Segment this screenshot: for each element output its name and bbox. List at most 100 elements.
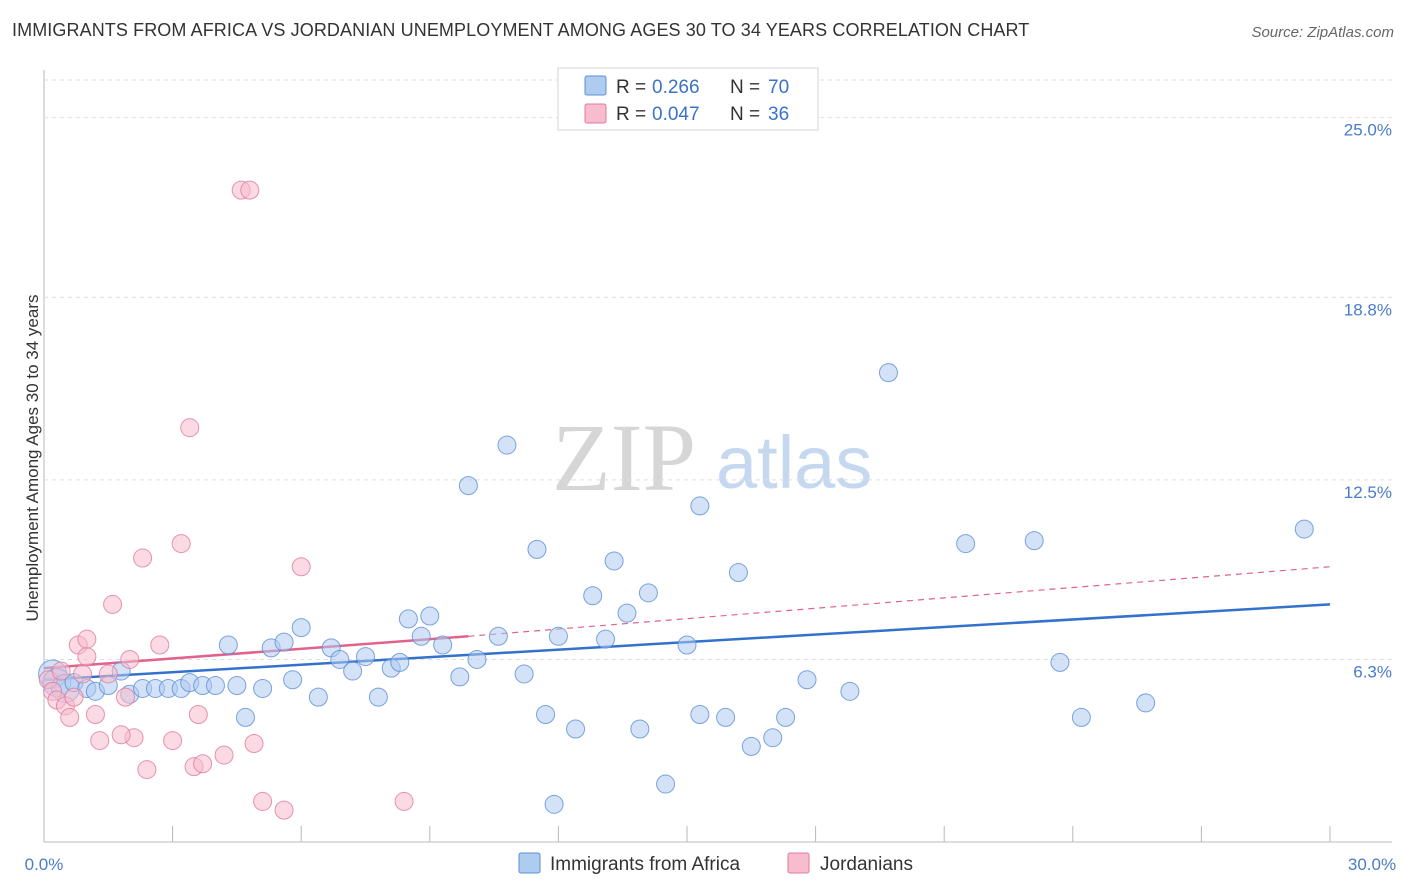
point-africa — [253, 678, 273, 698]
point-africa — [1024, 531, 1044, 551]
bottom-legend: Immigrants from Africa Jordanians — [518, 852, 913, 875]
point-africa — [728, 563, 748, 583]
point-jordanians — [115, 687, 135, 707]
point-africa — [716, 707, 736, 727]
point-jordanians — [214, 745, 234, 765]
point-jordanians — [77, 647, 97, 667]
point-africa — [205, 676, 225, 696]
point-jordanians — [85, 705, 105, 725]
point-africa — [690, 496, 710, 516]
x-tick-label-min: 0.0% — [25, 855, 64, 874]
point-jordanians — [64, 687, 84, 707]
watermark-atlas: atlas — [716, 421, 872, 504]
bottom-legend-label-africa: Immigrants from Africa — [550, 854, 740, 875]
point-africa — [840, 681, 860, 701]
point-jordanians — [394, 791, 414, 811]
point-africa — [566, 719, 586, 739]
point-africa — [656, 774, 676, 794]
point-jordanians — [150, 635, 170, 655]
point-jordanians — [193, 754, 213, 774]
bottom-legend-swatch-africa — [518, 852, 541, 874]
point-jordanians — [103, 594, 123, 614]
point-africa — [356, 647, 375, 667]
point-jordanians — [51, 661, 71, 681]
point-africa — [630, 719, 650, 739]
point-jordanians — [180, 418, 200, 438]
point-africa — [390, 652, 410, 672]
point-africa — [514, 664, 534, 684]
point-africa — [458, 476, 478, 496]
point-jordanians — [120, 649, 140, 669]
point-africa — [330, 649, 350, 669]
point-africa — [583, 586, 603, 606]
data-points — [38, 180, 1314, 820]
point-africa — [604, 551, 624, 571]
point-jordanians — [291, 557, 311, 577]
y-tick-label: 6.3% — [1353, 662, 1392, 681]
point-africa — [536, 705, 556, 725]
y-tick-labels: 6.3% 12.5% 18.8% 25.0% — [1344, 121, 1392, 682]
point-africa — [638, 583, 658, 603]
point-jordanians — [111, 725, 131, 745]
point-africa — [433, 635, 453, 655]
y-tick-label: 12.5% — [1344, 483, 1392, 502]
point-jordanians — [240, 180, 260, 200]
point-jordanians — [171, 534, 191, 554]
legend-swatch-jordanians — [584, 103, 607, 124]
point-africa — [467, 649, 487, 669]
point-africa — [1071, 707, 1091, 727]
point-africa — [596, 629, 616, 649]
grid — [44, 79, 1392, 660]
point-africa — [1294, 519, 1314, 539]
point-africa — [308, 687, 328, 707]
point-africa — [411, 626, 431, 646]
point-africa — [527, 539, 547, 559]
bottom-legend-label-jordanians: Jordanians — [820, 854, 913, 875]
point-jordanians — [60, 707, 80, 727]
point-africa — [450, 667, 470, 687]
watermark-zip: ZIP — [552, 404, 696, 511]
point-africa — [227, 676, 247, 696]
point-africa — [797, 670, 817, 690]
y-tick-label: 25.0% — [1344, 121, 1392, 140]
point-africa — [1136, 693, 1156, 713]
point-africa — [420, 606, 440, 626]
legend: R = 0.266 N = 70 R = 0.047 N = 36 — [557, 67, 819, 131]
point-jordanians — [90, 731, 110, 751]
point-africa — [274, 632, 294, 652]
legend-r-label-africa: R = — [616, 77, 646, 98]
point-africa — [741, 736, 761, 756]
trend-line-jordanians — [43, 635, 469, 670]
point-africa — [218, 635, 238, 655]
y-tick-label: 18.8% — [1344, 300, 1392, 319]
point-africa — [235, 707, 255, 727]
watermark: ZIP atlas — [552, 404, 872, 511]
y-axis-label: Unemployment Among Ages 30 to 34 years — [23, 295, 42, 622]
point-africa — [776, 707, 796, 727]
point-africa — [677, 635, 697, 655]
point-jordanians — [98, 664, 118, 684]
trend-line-jordanians-extension — [468, 566, 1331, 637]
point-africa — [368, 687, 388, 707]
x-ticks — [172, 826, 1331, 842]
legend-swatch-africa — [584, 75, 607, 96]
legend-r-value-africa: 0.266 — [652, 77, 700, 98]
point-africa — [283, 670, 303, 690]
point-jordanians — [73, 664, 93, 684]
point-africa — [544, 794, 564, 814]
point-jordanians — [244, 733, 264, 753]
point-jordanians — [137, 760, 157, 780]
legend-n-value-jordanians: 36 — [768, 104, 789, 125]
point-africa — [956, 534, 976, 554]
point-africa — [690, 705, 710, 725]
legend-n-label-africa: N = — [730, 77, 760, 98]
point-africa — [343, 661, 363, 681]
point-jordanians — [163, 731, 183, 751]
x-tick-label-max: 30.0% — [1348, 855, 1396, 874]
legend-r-value-jordanians: 0.047 — [652, 104, 700, 125]
point-africa — [763, 728, 783, 748]
point-africa — [548, 626, 568, 646]
trend-lines — [43, 566, 1331, 681]
point-africa — [497, 435, 517, 455]
